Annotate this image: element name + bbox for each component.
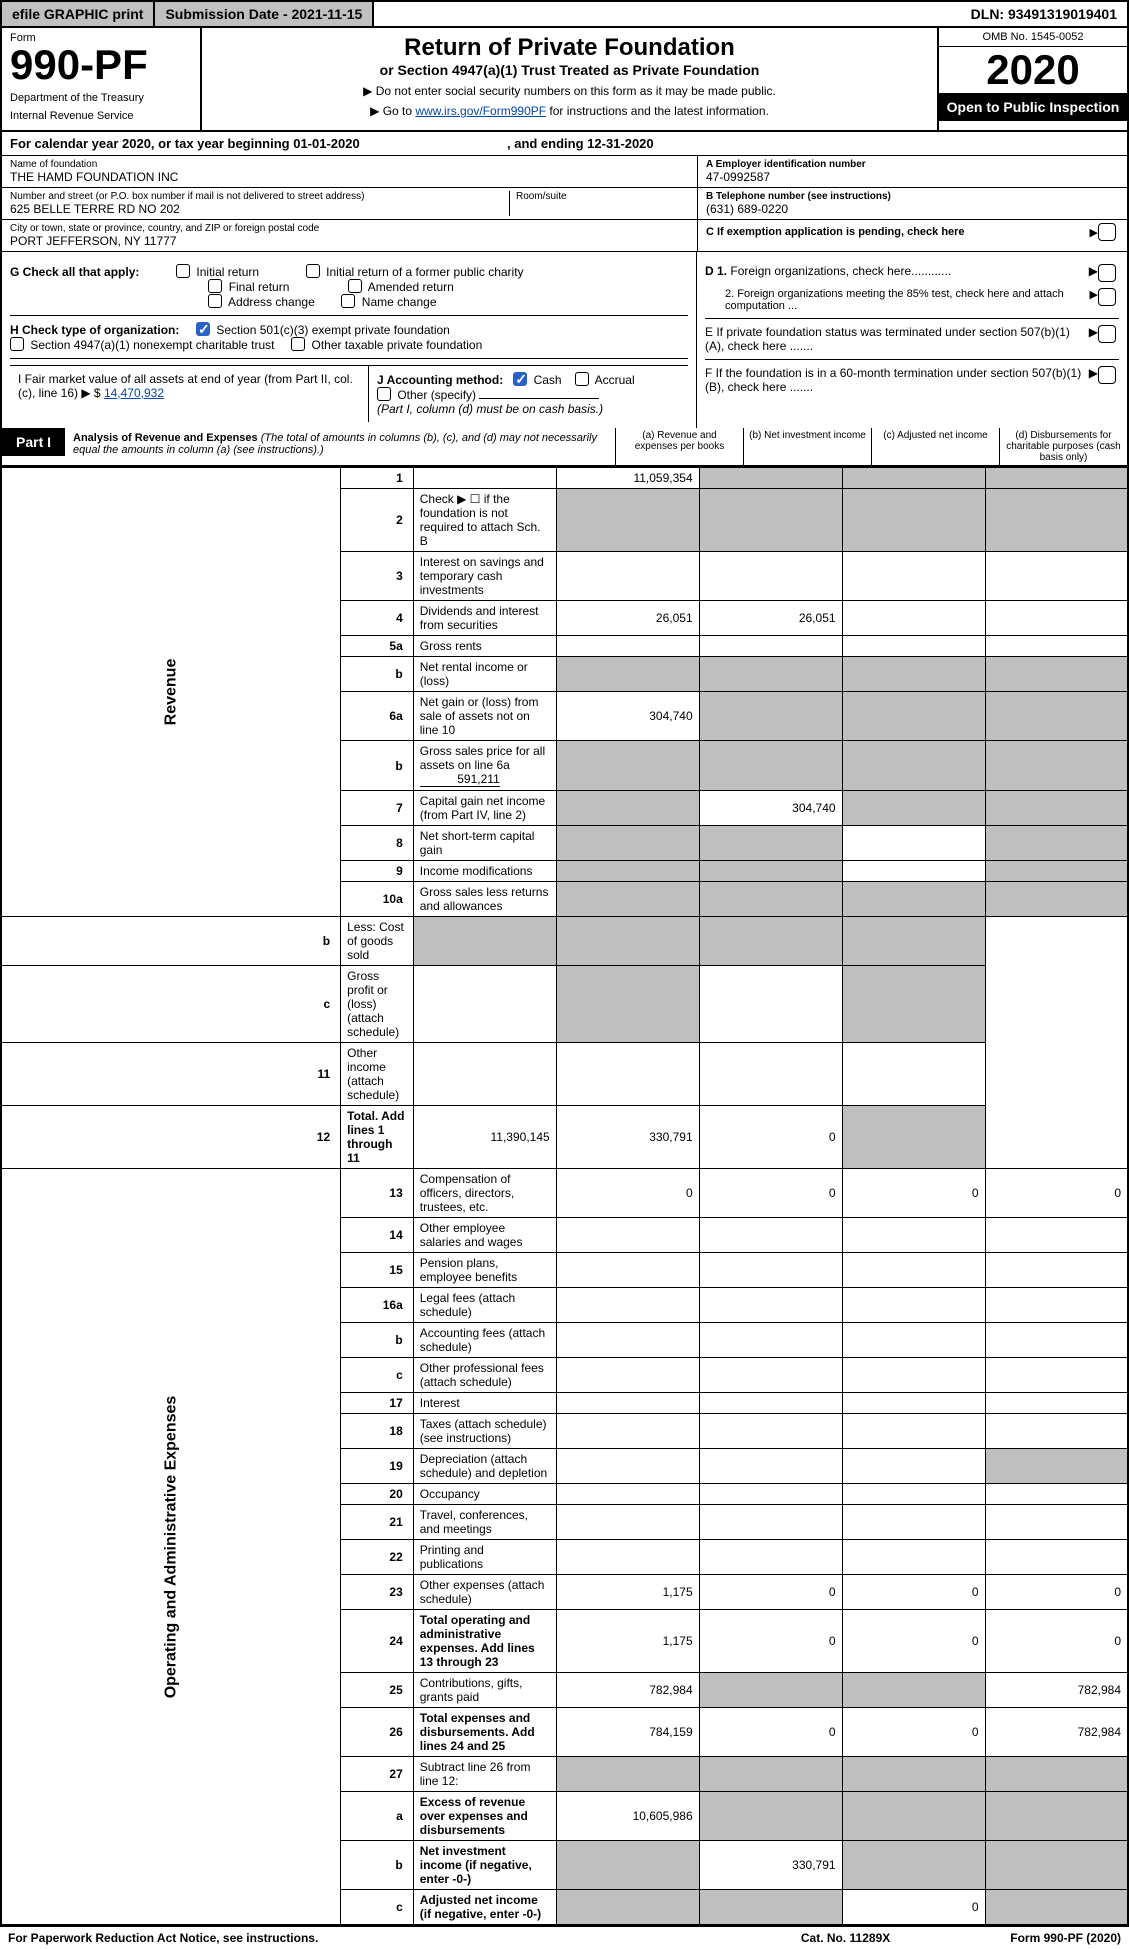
e-row: E If private foundation status was termi…	[705, 318, 1119, 353]
part1-header: Part I Analysis of Revenue and Expenses …	[0, 428, 1129, 467]
col-b-head: (b) Net investment income	[743, 428, 871, 465]
main-table: Revenue111,059,3542Check ▶ ☐ if the foun…	[0, 467, 1129, 1926]
efile-print: efile GRAPHIC print	[2, 2, 155, 26]
checkbox-initial[interactable]	[176, 264, 190, 278]
checkbox-cash[interactable]	[513, 372, 527, 386]
phone-row: B Telephone number (see instructions) (6…	[698, 188, 1127, 220]
checkbox-d2[interactable]	[1098, 288, 1116, 306]
row-11: 11Other income (attach schedule)	[1, 1043, 1128, 1106]
foundation-name: Name of foundation THE HAMD FOUNDATION I…	[2, 156, 697, 188]
form-header: Form 990-PF Department of the Treasury I…	[0, 28, 1129, 132]
checkbox-final[interactable]	[208, 279, 222, 293]
d1-row: D 1. D 1. Foreign organizations, check h…	[705, 264, 1119, 282]
row-1: Revenue111,059,354	[1, 468, 1128, 489]
header-left: Form 990-PF Department of the Treasury I…	[2, 28, 202, 130]
d2-row: 2. Foreign organizations meeting the 85%…	[705, 288, 1119, 312]
ein-row: A Employer identification number 47-0992…	[698, 156, 1127, 188]
checkbox-f[interactable]	[1098, 366, 1116, 384]
checkbox-other-taxable[interactable]	[291, 337, 305, 351]
cat-no: Cat. No. 11289X	[801, 1931, 890, 1945]
form-number: 990-PF	[10, 44, 192, 86]
checkbox-addr-change[interactable]	[208, 294, 222, 308]
dln: DLN: 93491319019401	[961, 2, 1127, 26]
header-right: OMB No. 1545-0052 2020 Open to Public In…	[937, 28, 1127, 130]
check-section: G Check all that apply: Initial return I…	[0, 252, 1129, 428]
tax-year: 2020	[939, 47, 1127, 93]
identity-block: Name of foundation THE HAMD FOUNDATION I…	[0, 156, 1129, 252]
calendar-year-row: For calendar year 2020, or tax year begi…	[0, 132, 1129, 156]
part1-badge: Part I	[2, 428, 65, 456]
submission-date: Submission Date - 2021-11-15	[155, 2, 374, 26]
f-row: F If the foundation is in a 60-month ter…	[705, 359, 1119, 394]
fmv-value[interactable]: 14,470,932	[104, 386, 164, 400]
note-ssn: ▶ Do not enter social security numbers o…	[210, 84, 929, 98]
checkbox-e[interactable]	[1098, 325, 1116, 343]
checkbox-accrual[interactable]	[575, 372, 589, 386]
checkbox-other-method[interactable]	[377, 387, 391, 401]
checkbox-4947[interactable]	[10, 337, 24, 351]
link-irs[interactable]: www.irs.gov/Form990PF	[415, 104, 546, 118]
footer: For Paperwork Reduction Act Notice, see …	[0, 1926, 1129, 1949]
address-row: Number and street (or P.O. box number if…	[2, 188, 697, 220]
col-d-head: (d) Disbursements for charitable purpose…	[999, 428, 1127, 465]
fmv-j-row: I Fair market value of all assets at end…	[10, 365, 688, 422]
h-row: H Check type of organization: Section 50…	[10, 315, 688, 359]
omb-number: OMB No. 1545-0052	[939, 28, 1127, 47]
room-label: Room/suite	[516, 191, 689, 202]
exemption-row: C If exemption application is pending, c…	[698, 220, 1127, 244]
checkbox-c[interactable]	[1098, 223, 1116, 241]
g-row: G Check all that apply: Initial return I…	[10, 264, 688, 309]
paperwork-notice: For Paperwork Reduction Act Notice, see …	[8, 1931, 318, 1945]
checkbox-501c3[interactable]	[196, 322, 210, 336]
form-footer: Form 990-PF (2020)	[1010, 1931, 1121, 1945]
side-opex: Operating and Administrative Expenses	[162, 1395, 180, 1698]
checkbox-d1[interactable]	[1098, 264, 1116, 282]
row-10b: bLess: Cost of goods sold	[1, 917, 1128, 966]
row-10c: cGross profit or (loss) (attach schedule…	[1, 966, 1128, 1043]
checkbox-initial-former[interactable]	[306, 264, 320, 278]
checkbox-amended[interactable]	[348, 279, 362, 293]
row-13: Operating and Administrative Expenses13C…	[1, 1169, 1128, 1218]
header-mid: Return of Private Foundation or Section …	[202, 28, 937, 130]
row-12: 12Total. Add lines 1 through 1111,390,14…	[1, 1106, 1128, 1169]
form-subtitle: or Section 4947(a)(1) Trust Treated as P…	[210, 62, 929, 78]
col-a-head: (a) Revenue and expenses per books	[615, 428, 743, 465]
open-public: Open to Public Inspection	[939, 93, 1127, 121]
irs: Internal Revenue Service	[10, 110, 192, 122]
checkbox-name-change[interactable]	[341, 294, 355, 308]
form-title: Return of Private Foundation	[210, 34, 929, 62]
col-c-head: (c) Adjusted net income	[871, 428, 999, 465]
city-row: City or town, state or province, country…	[2, 220, 697, 251]
side-revenue: Revenue	[162, 659, 180, 726]
note-goto: ▶ Go to www.irs.gov/Form990PF for instru…	[210, 104, 929, 118]
dept-treasury: Department of the Treasury	[10, 92, 192, 104]
topbar: efile GRAPHIC print Submission Date - 20…	[0, 0, 1129, 28]
